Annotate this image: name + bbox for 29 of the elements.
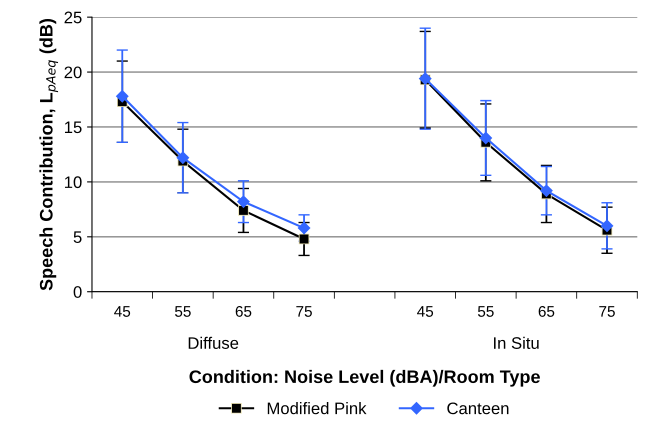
point — [116, 90, 129, 103]
x-tick-label: 75 — [599, 306, 615, 317]
legend-label: Canteen — [447, 402, 508, 414]
x-tick-label: 55 — [478, 306, 494, 317]
point — [176, 151, 190, 164]
point — [600, 220, 614, 232]
point — [540, 184, 553, 197]
legend-label: Modified Pink — [268, 402, 367, 414]
y-axis-title: Speech Contribution, L$_{pAeq}$ (dB) — [39, 18, 58, 290]
x-tick-label: 45 — [114, 306, 130, 317]
x-tick-label: 55 — [174, 306, 191, 317]
y-tick-label: 20 — [64, 66, 82, 78]
x-tick-label: 65 — [538, 306, 554, 317]
point — [237, 195, 250, 208]
text: In Situ — [494, 336, 539, 349]
x-tick-label: 65 — [236, 306, 252, 317]
point — [480, 132, 492, 144]
x-tick-label: 45 — [417, 306, 434, 317]
point — [238, 205, 249, 216]
y-tick-label: 10 — [64, 176, 82, 188]
y-tick-label: 25 — [64, 12, 82, 24]
x-axis-title: Condition: Noise Level (dBA)/Room Type — [190, 370, 540, 387]
x-tick-label: 75 — [296, 306, 312, 317]
y-tick-label: 15 — [64, 122, 82, 134]
text: Diffuse — [188, 336, 238, 349]
point — [298, 234, 310, 244]
point — [298, 222, 310, 234]
y-tick-label: 0 — [74, 286, 82, 298]
y-tick-label: 5 — [74, 231, 82, 244]
